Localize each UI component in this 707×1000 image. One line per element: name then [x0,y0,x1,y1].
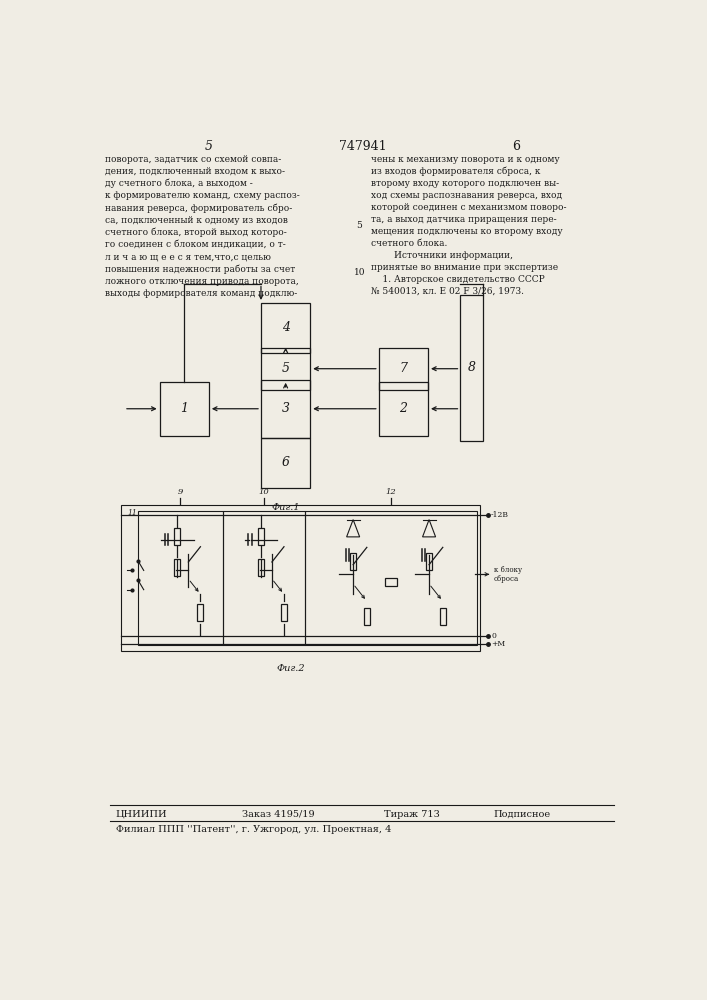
Bar [379,382,428,436]
Text: 7: 7 [399,362,407,375]
Text: 8: 8 [468,361,476,374]
Text: 3: 3 [281,402,290,415]
Bar [460,295,484,441]
Text: 5: 5 [281,362,290,375]
Bar [261,380,310,438]
Text: 4: 4 [281,321,290,334]
Bar [258,528,264,545]
Text: чены к механизму поворота и к одному
из входов формирователя сброса, к
второму в: чены к механизму поворота и к одному из … [370,155,566,296]
Bar [261,303,310,353]
Text: ЦНИИПИ: ЦНИИПИ [116,810,168,819]
Text: 11: 11 [127,509,137,517]
Text: Фиг.1: Фиг.1 [271,503,300,512]
Bar [197,604,204,621]
Bar [122,505,480,651]
Bar [258,559,264,576]
Bar [426,553,432,570]
Bar [281,604,287,621]
Bar [350,553,356,570]
Text: 0: 0 [491,632,496,640]
Text: 9: 9 [177,488,183,496]
Bar [305,511,477,645]
Text: -12B: -12B [491,511,509,519]
Text: 6: 6 [512,140,520,153]
Text: 5: 5 [356,221,363,230]
Bar [223,511,305,645]
Text: 10: 10 [258,488,269,496]
Text: 6: 6 [281,456,290,469]
Bar [364,608,370,625]
Bar [138,511,223,645]
Bar [261,438,310,488]
Bar [440,608,446,625]
Text: Тираж 713: Тираж 713 [385,810,440,819]
Text: 1: 1 [180,402,188,415]
Text: 2: 2 [399,402,407,415]
Bar [175,528,180,545]
Text: Филиал ППП ''Патент'', г. Ужгород, ул. Проектная, 4: Филиал ППП ''Патент'', г. Ужгород, ул. П… [116,825,391,834]
Bar [160,382,209,436]
Text: к блоку
сброса: к блоку сброса [494,566,522,583]
Text: 12: 12 [386,488,397,496]
Text: Фиг.2: Фиг.2 [277,664,305,673]
Bar [379,348,428,390]
Text: Подписное: Подписное [494,810,551,819]
Text: поворота, задатчик со схемой совпа-
дения, подключенный входом к выхо-
ду счетно: поворота, задатчик со схемой совпа- дени… [105,155,300,298]
Text: +М: +М [491,640,506,648]
Text: 5: 5 [205,140,213,153]
Text: 747941: 747941 [339,140,386,153]
Bar [261,348,310,390]
Bar [385,578,397,586]
Bar [175,559,180,576]
Text: 10: 10 [354,268,366,277]
Text: Заказ 4195/19: Заказ 4195/19 [242,810,315,819]
